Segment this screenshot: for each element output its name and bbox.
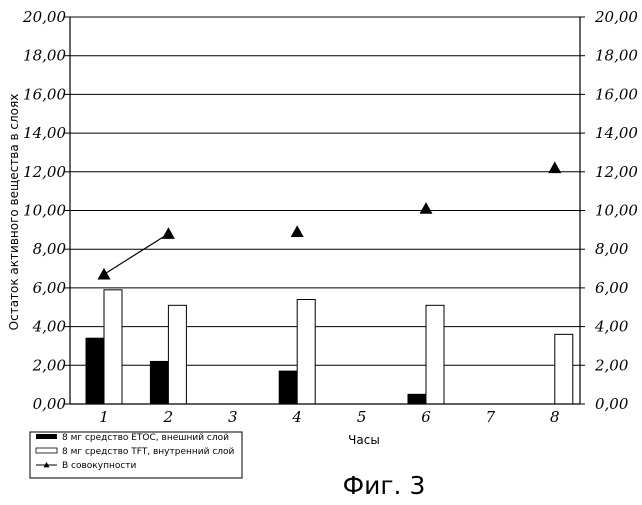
total-point-triangle: [162, 227, 175, 239]
bar-etos-outer: [408, 394, 426, 404]
total-line-segment: [104, 234, 168, 275]
y-tick-label-right: 20,00: [594, 8, 638, 26]
y-axis-title: Остаток активного вещества в слоях: [7, 94, 21, 331]
legend-label: В совокупности: [62, 461, 137, 471]
x-tick-label: 2: [163, 408, 174, 426]
y-tick-labels-right: 0,00 2,00 4,00 6,00 8,00 10,00 12,00 14,00 16,00…: [594, 8, 638, 413]
legend-label: 8 мг средство ЕТОС, внешний слой: [62, 433, 229, 443]
grid-lines: [65, 17, 585, 404]
x-tick-label: 3: [228, 408, 238, 426]
y-tick-label-right: 2,00: [594, 356, 629, 374]
y-tick-label-left: 6,00: [33, 279, 67, 297]
total-series: [98, 161, 562, 279]
y-tick-label-right: 6,00: [595, 279, 629, 297]
y-tick-label-left: 8,00: [33, 240, 67, 258]
y-tick-label-left: 16,00: [23, 85, 66, 103]
bar-etos-outer: [279, 371, 297, 404]
bar-tft-inner: [426, 305, 444, 404]
bar-tft-inner: [555, 334, 573, 404]
y-tick-label-right: 14,00: [595, 124, 638, 142]
bar-tft-inner: [297, 300, 315, 404]
y-tick-label-right: 16,00: [595, 85, 638, 103]
x-tick-label: 4: [291, 408, 302, 426]
y-tick-label-left: 2,00: [32, 356, 67, 374]
y-tick-label-left: 20,00: [22, 8, 66, 26]
bar-etos-outer: [150, 361, 168, 404]
x-tick-labels: 1 2 3 4 5 6 7 8: [99, 408, 559, 426]
x-axis-title: Часы: [348, 433, 380, 447]
total-point-triangle: [420, 202, 433, 214]
y-tick-label-right: 18,00: [595, 47, 638, 65]
x-tick-label: 6: [421, 408, 431, 426]
x-tick-label: 5: [357, 408, 367, 426]
y-tick-label-left: 0,00: [33, 395, 67, 413]
total-point-triangle: [291, 225, 304, 237]
y-tick-label-left: 14,00: [23, 124, 66, 142]
legend-swatch-tft: [36, 448, 57, 453]
bar-etos-outer: [86, 338, 104, 404]
y-tick-label-left: 12,00: [23, 163, 66, 181]
bar-tft-inner: [104, 290, 122, 404]
y-tick-labels-left: 0,00 2,00 4,00 6,00 8,00 10,00 12,00 14,00 16,00…: [22, 8, 66, 413]
y-tick-label-right: 12,00: [595, 163, 638, 181]
y-tick-label-left: 10,00: [23, 202, 66, 220]
y-tick-label-right: 8,00: [595, 240, 629, 258]
y-tick-label-right: 4,00: [594, 318, 629, 336]
y-tick-label-left: 4,00: [32, 318, 67, 336]
bar-tft-inner: [168, 305, 186, 404]
figure-caption: Фиг. 3: [343, 471, 426, 500]
total-point-triangle: [548, 161, 561, 173]
x-tick-label: 7: [486, 408, 496, 426]
total-point-triangle: [98, 268, 111, 280]
legend: 8 мг средство ЕТОС, внешний слой 8 мг сре…: [30, 432, 242, 478]
legend-swatch-etos: [36, 434, 57, 439]
y-tick-label-right: 10,00: [595, 202, 638, 220]
bars: [86, 290, 573, 404]
y-tick-label-right: 0,00: [595, 395, 629, 413]
legend-label: 8 мг средство TFT, внутренний слой: [62, 447, 235, 457]
x-tick-label: 1: [99, 408, 109, 426]
x-tick-label: 8: [550, 408, 560, 426]
y-tick-label-left: 18,00: [23, 47, 66, 65]
